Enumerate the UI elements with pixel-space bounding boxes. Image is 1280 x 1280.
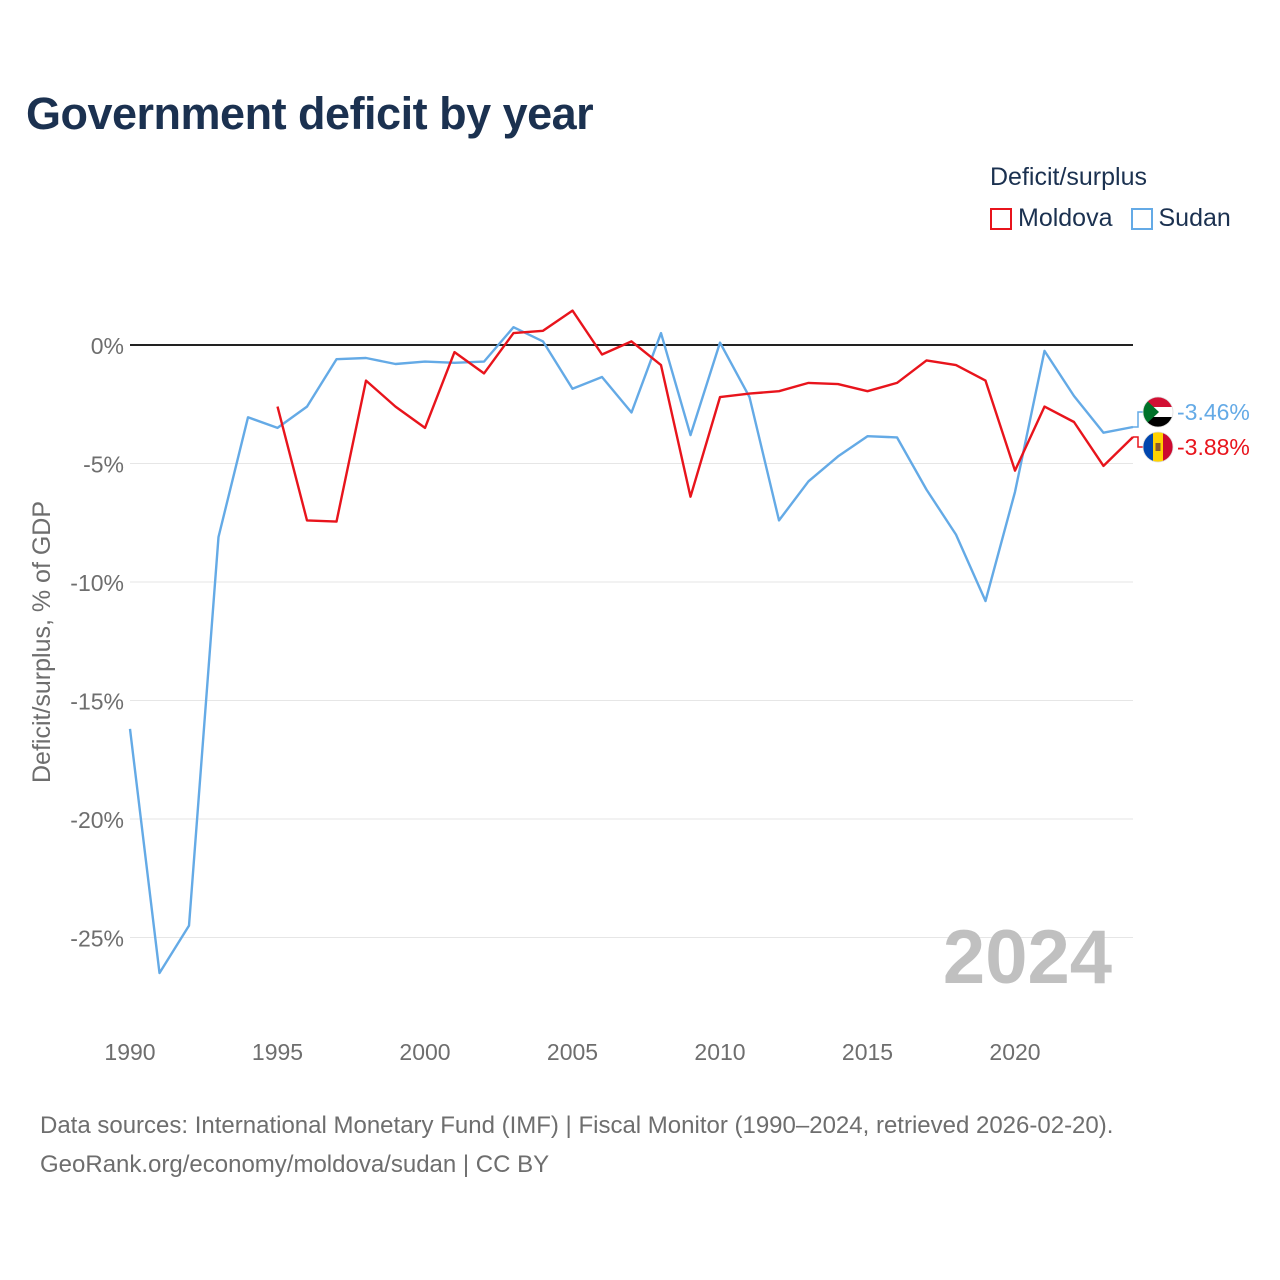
chart-title: Government deficit by year bbox=[26, 88, 594, 139]
y-tick-label: -10% bbox=[70, 570, 124, 596]
legend-title: Deficit/surplus bbox=[990, 163, 1147, 191]
footer-sources: Data sources: International Monetary Fun… bbox=[40, 1112, 1114, 1139]
gridlines bbox=[130, 344, 1133, 938]
end-leader-moldova bbox=[1133, 436, 1144, 448]
y-tick-label: -25% bbox=[70, 926, 124, 952]
x-tick-label: 2000 bbox=[399, 1039, 450, 1065]
legend-item-moldova[interactable]: Moldova bbox=[990, 204, 1113, 233]
y-tick-label: -5% bbox=[83, 452, 124, 478]
y-tick-label: 0% bbox=[91, 333, 124, 359]
y-axis-ticks: 0% -5% -10% -15% -20% -25% bbox=[70, 333, 124, 952]
x-tick-label: 2015 bbox=[842, 1039, 893, 1065]
chart-plot: 0% -5% -10% -15% -20% -25% 1990 1995 2000 2005 20… bbox=[28, 309, 1250, 1065]
legend-label-sudan: Sudan bbox=[1158, 204, 1231, 232]
flag-border bbox=[1142, 431, 1174, 463]
x-tick-label: 2020 bbox=[989, 1039, 1040, 1065]
moldova-flag-icon bbox=[1143, 432, 1173, 462]
series-line-moldova bbox=[276, 309, 1134, 523]
x-tick-label: 1990 bbox=[104, 1039, 155, 1065]
x-tick-label: 2005 bbox=[547, 1039, 598, 1065]
footer-attribution: GeoRank.org/economy/moldova/sudan | CC B… bbox=[40, 1151, 550, 1178]
y-axis-label: Deficit/surplus, % of GDP bbox=[28, 501, 56, 783]
end-label-sudan: -3.46% bbox=[1177, 399, 1250, 425]
legend-swatch-moldova bbox=[990, 207, 1012, 230]
legend-label-moldova: Moldova bbox=[1018, 204, 1113, 232]
x-tick-label: 2010 bbox=[694, 1039, 745, 1065]
flag-border bbox=[1142, 396, 1174, 428]
x-tick-label: 1995 bbox=[252, 1039, 303, 1065]
legend-item-sudan[interactable]: Sudan bbox=[1130, 204, 1231, 233]
series-line-sudan bbox=[128, 326, 1134, 975]
year-watermark: 2024 bbox=[943, 915, 1112, 1000]
x-axis-ticks: 1990 1995 2000 2005 2010 2015 2020 bbox=[104, 1039, 1040, 1065]
y-tick-label: -15% bbox=[70, 689, 124, 715]
legend: Moldova Sudan bbox=[990, 204, 1249, 233]
y-tick-label: -20% bbox=[70, 807, 124, 833]
end-label-moldova: -3.88% bbox=[1177, 434, 1250, 460]
footer: Data sources: International Monetary Fun… bbox=[40, 1106, 1113, 1184]
sudan-flag-icon bbox=[1143, 397, 1173, 427]
end-labels: -3.46% -3.88% bbox=[1133, 396, 1250, 463]
end-leader-sudan bbox=[1133, 411, 1144, 428]
series-lines bbox=[128, 309, 1134, 975]
legend-swatch-sudan bbox=[1130, 207, 1153, 230]
